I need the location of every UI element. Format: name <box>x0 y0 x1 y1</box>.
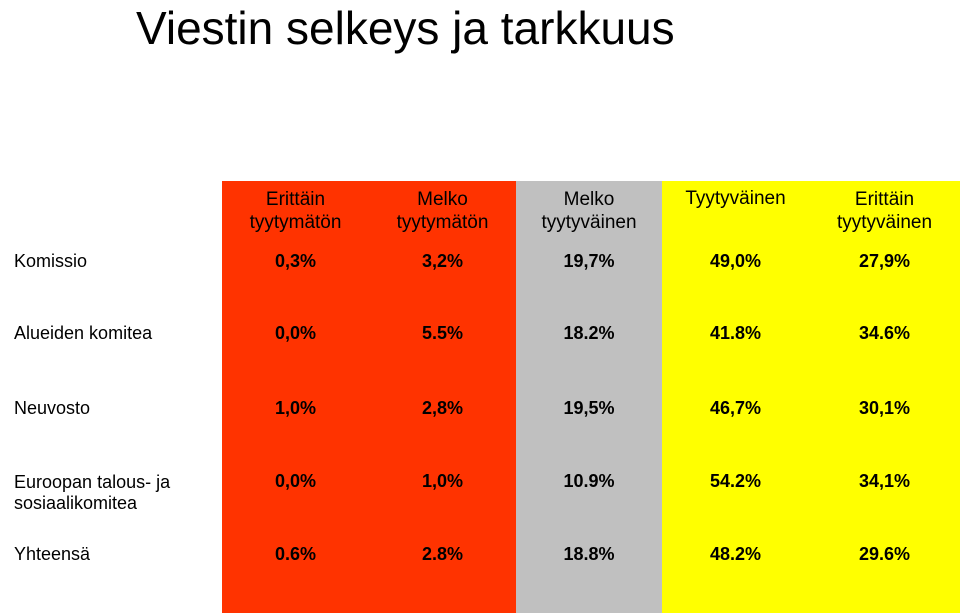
table-cell: 34.6% <box>858 323 911 343</box>
row-label-alueiden-komitea: Alueiden komitea <box>14 323 153 343</box>
column-background-rather-dissatisfied <box>369 181 516 613</box>
table-cell: 19,5% <box>563 398 615 418</box>
table-cell: 10.9% <box>563 471 615 491</box>
table-cell: 19,7% <box>563 251 615 271</box>
page-title: Viestin selkeys ja tarkkuus <box>136 2 675 54</box>
row-label-neuvosto: Neuvosto <box>14 398 91 418</box>
row-label-komissio: Komissio <box>14 251 88 271</box>
table-cell: 0,3% <box>274 251 317 271</box>
column-background-satisfied <box>662 181 809 613</box>
column-header-very-satisfied: Erittäin tyytyväinen <box>836 189 933 233</box>
table-cell: 0.6% <box>274 544 317 564</box>
table-cell: 2.8% <box>421 544 464 564</box>
column-background-rather-satisfied <box>516 181 662 613</box>
column-header-rather-dissatisfied: Melko tyytymätön <box>396 189 489 233</box>
table-cell: 49,0% <box>709 251 762 271</box>
table-cell: 46,7% <box>709 398 762 418</box>
column-header-satisfied: Tyytyväinen <box>685 187 786 209</box>
table-cell: 18.2% <box>563 323 615 343</box>
table-cell: 3,2% <box>421 251 464 271</box>
column-background-very-dissatisfied <box>222 181 369 613</box>
table-cell: 1,0% <box>274 398 317 418</box>
table-cell: 0,0% <box>274 471 317 491</box>
table-cell: 34,1% <box>858 471 911 491</box>
table-cell: 18.8% <box>563 544 615 564</box>
row-label-euroopan-talous-ja-sosiaalikomitea: Euroopan talous- ja sosiaalikomitea <box>14 472 171 513</box>
table-cell: 5.5% <box>421 323 464 343</box>
table-cell: 2,8% <box>421 398 464 418</box>
table-cell: 30,1% <box>858 398 911 418</box>
table-cell: 27,9% <box>858 251 911 271</box>
table-cell: 54.2% <box>709 471 762 491</box>
table-cell: 48.2% <box>709 544 762 564</box>
table-cell: 41.8% <box>709 323 762 343</box>
column-header-very-dissatisfied: Erittäin tyytymätön <box>249 189 342 233</box>
table-cell: 0,0% <box>274 323 317 343</box>
column-header-rather-satisfied: Melko tyytyväinen <box>541 189 637 233</box>
table-cell: 29.6% <box>858 544 911 564</box>
row-label-yhteensa: Yhteensä <box>14 544 91 564</box>
column-background-very-satisfied <box>809 181 960 613</box>
table-cell: 1,0% <box>421 471 464 491</box>
